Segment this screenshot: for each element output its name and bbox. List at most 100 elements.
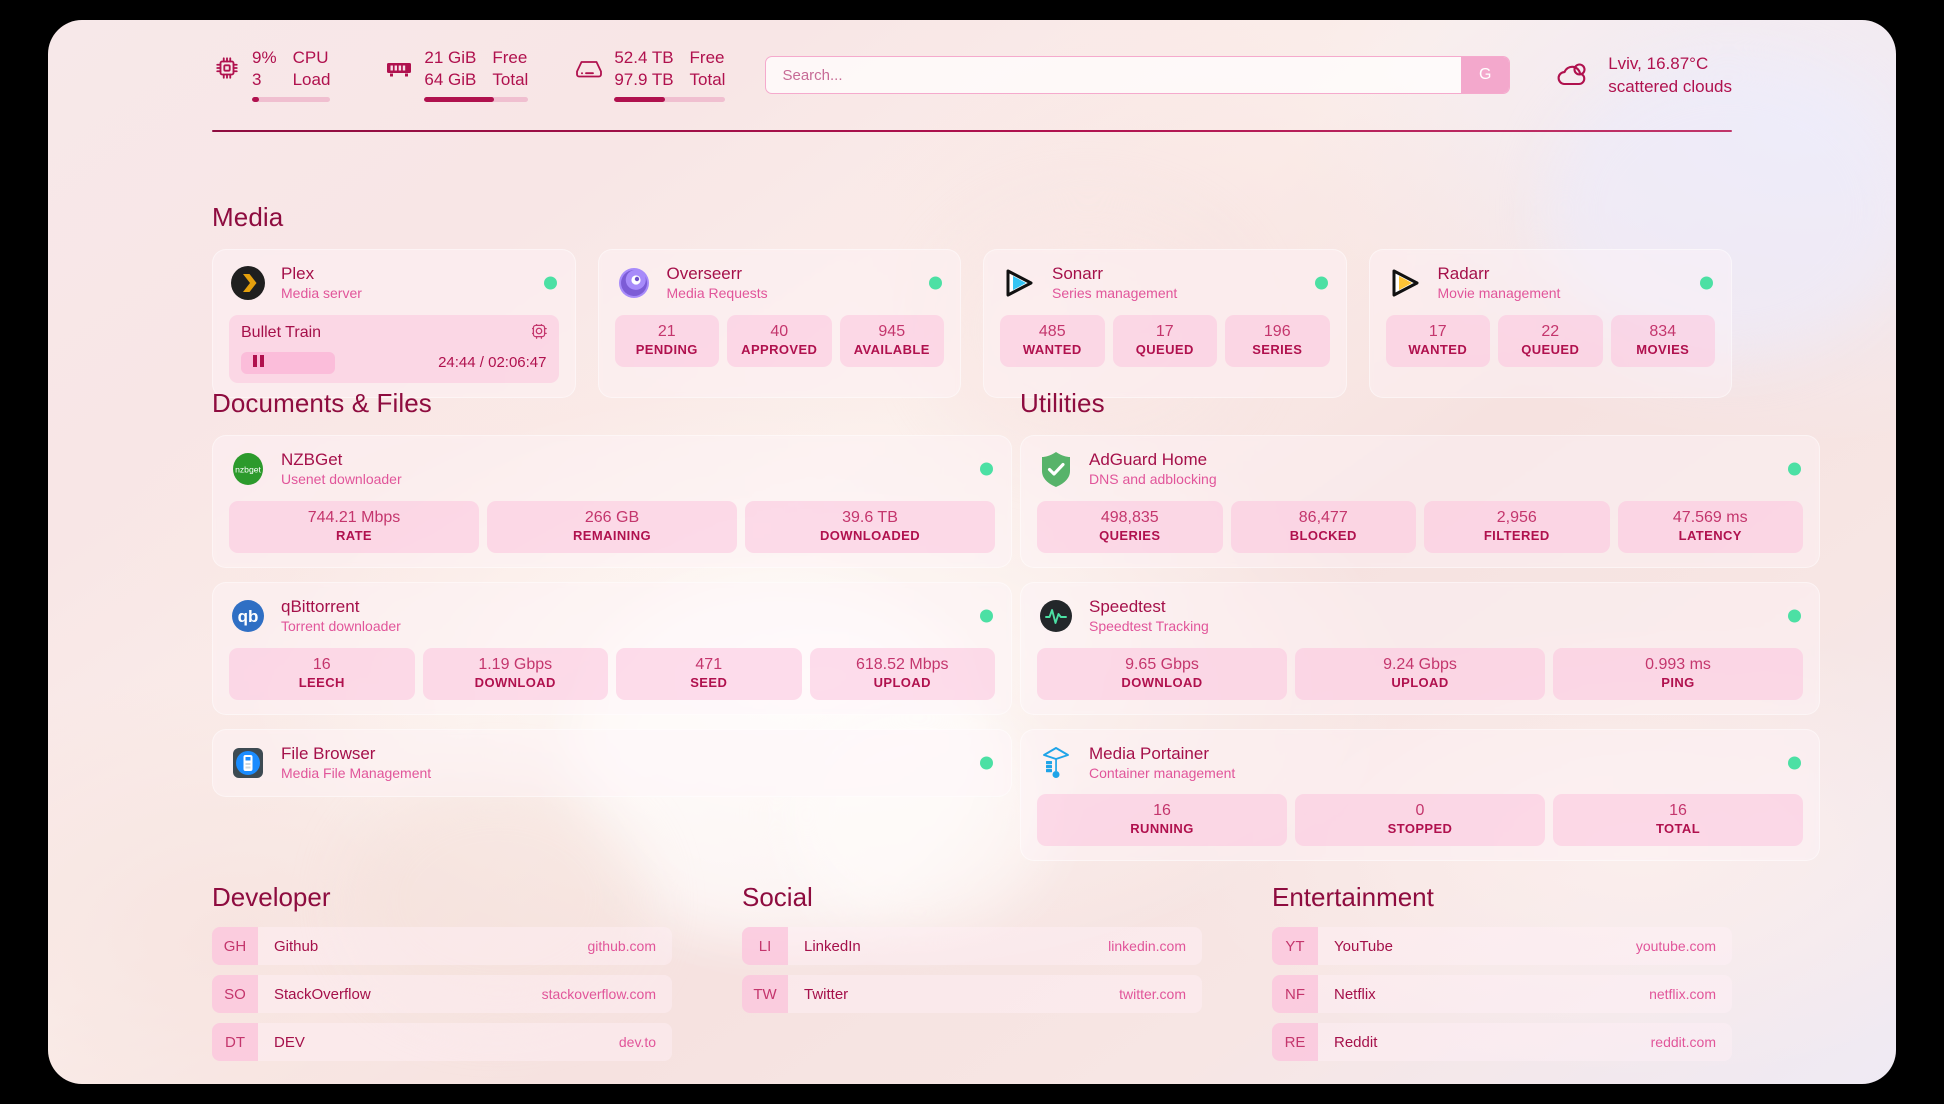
bookmark-item-stackoverflow[interactable]: SO StackOverflow stackoverflow.com bbox=[212, 975, 672, 1013]
stat-value: 744.21 Mbps bbox=[307, 508, 401, 526]
bookmark-badge: DT bbox=[212, 1023, 258, 1061]
stat-value: 16 bbox=[1153, 802, 1171, 820]
memory-label-top: Free bbox=[492, 48, 528, 68]
stat-value: 47.569 ms bbox=[1672, 508, 1748, 526]
stat-value: 471 bbox=[695, 655, 723, 673]
disk-usage-bar bbox=[614, 96, 726, 102]
app-card-adguard[interactable]: AdGuard Home DNS and adblocking 498,835 … bbox=[1020, 435, 1820, 568]
app-card-nzbget[interactable]: nzbget NZBGet Usenet downloader 744.21 M… bbox=[212, 435, 1012, 568]
header-divider bbox=[212, 130, 1732, 132]
status-badge bbox=[1788, 756, 1801, 770]
app-subtitle: Container management bbox=[1089, 764, 1236, 781]
stat-label: UPLOAD bbox=[873, 674, 931, 690]
filebrowser-icon bbox=[229, 744, 267, 782]
bookmark-badge: SO bbox=[212, 975, 258, 1013]
bookmark-label: YouTube bbox=[1334, 937, 1393, 955]
bookmark-url: youtube.com bbox=[1635, 938, 1716, 954]
app-subtitle: Movie management bbox=[1437, 285, 1561, 302]
bookmark-item-github[interactable]: GH Github github.com bbox=[212, 927, 672, 965]
search-engine-button[interactable]: G bbox=[1461, 57, 1510, 93]
sonarr-icon bbox=[1000, 264, 1038, 302]
bookmark-url: netflix.com bbox=[1649, 986, 1716, 1002]
stat-box: 196 SERIES bbox=[1225, 314, 1330, 367]
search-bar[interactable]: G bbox=[765, 56, 1511, 94]
bookmark-label: DEV bbox=[274, 1033, 305, 1051]
nzbget-icon: nzbget bbox=[229, 450, 267, 488]
bookmark-item-twitter[interactable]: TW Twitter twitter.com bbox=[742, 975, 1202, 1013]
app-subtitle: DNS and adblocking bbox=[1089, 471, 1217, 488]
stat-box: 0.993 ms PING bbox=[1553, 647, 1803, 700]
memory-used: 21 GiB bbox=[424, 48, 477, 68]
status-badge bbox=[1314, 276, 1328, 290]
stat-box: 485 WANTED bbox=[1000, 314, 1105, 367]
stat-value: 498,835 bbox=[1100, 508, 1159, 526]
documents-section-title: Documents & Files bbox=[212, 388, 432, 418]
stat-box: 1.19 Gbps DOWNLOAD bbox=[422, 647, 608, 700]
bookmark-item-linkedin[interactable]: LI LinkedIn linkedin.com bbox=[742, 927, 1202, 965]
bookmark-item-netflix[interactable]: NF Netflix netflix.com bbox=[1272, 975, 1732, 1013]
stat-box: 21 PENDING bbox=[614, 314, 719, 367]
bookmark-item-dev[interactable]: DT DEV dev.to bbox=[212, 1023, 672, 1061]
stat-box: 618.52 Mbps UPLOAD bbox=[809, 647, 995, 700]
speedtest-icon bbox=[1037, 597, 1075, 635]
stat-label: DOWNLOAD bbox=[474, 674, 556, 690]
bookmarks-area: Developer GH Github github.com SO StackO… bbox=[212, 882, 1732, 1061]
bookmark-item-youtube[interactable]: YT YouTube youtube.com bbox=[1272, 927, 1732, 965]
stat-box: 744.21 Mbps RATE bbox=[229, 500, 479, 553]
bookmark-item-reddit[interactable]: RE Reddit reddit.com bbox=[1272, 1023, 1732, 1061]
app-card-filebrowser[interactable]: File Browser Media File Management bbox=[212, 728, 1012, 798]
bookmark-url: twitter.com bbox=[1119, 986, 1186, 1002]
search-input[interactable] bbox=[766, 57, 1462, 93]
now-playing-time: 24:44 / 02:06:47 bbox=[438, 354, 547, 372]
documents-section: Documents & Files nzbget NZBGet Usenet d… bbox=[212, 388, 1012, 798]
stat-label: FILTERED bbox=[1483, 527, 1550, 543]
bookmark-group-developer: Developer GH Github github.com SO StackO… bbox=[212, 882, 672, 1061]
stat-label: BLOCKED bbox=[1289, 527, 1357, 543]
status-badge bbox=[929, 276, 942, 290]
stat-label: UPLOAD bbox=[1391, 674, 1449, 690]
plex-icon bbox=[229, 264, 267, 302]
memory-usage-bar bbox=[424, 96, 529, 102]
stat-value: 0 bbox=[1415, 802, 1425, 820]
bookmark-badge: LI bbox=[742, 927, 788, 965]
disk-free: 52.4 TB bbox=[614, 48, 674, 68]
pause-button[interactable] bbox=[241, 351, 335, 374]
bookmark-label: Twitter bbox=[804, 985, 849, 1003]
stat-value: 21 bbox=[657, 322, 676, 340]
memory-label-bottom: Total bbox=[492, 70, 529, 89]
stat-value: 22 bbox=[1541, 322, 1560, 340]
adguard-icon bbox=[1037, 450, 1075, 488]
app-card-plex[interactable]: Plex Media server Bullet Train bbox=[212, 249, 576, 398]
app-card-radarr[interactable]: Radarr Movie management 17 WANTED 22 QUE… bbox=[1368, 249, 1732, 398]
status-badge bbox=[1700, 276, 1713, 290]
status-badge bbox=[543, 276, 557, 290]
bookmark-badge: RE bbox=[1272, 1023, 1318, 1061]
stat-value: 9.24 Gbps bbox=[1383, 655, 1457, 673]
cpu-usage-widget: 9% 3 CPU Load bbox=[212, 48, 331, 102]
stat-label: SEED bbox=[690, 674, 728, 690]
stat-label: WANTED bbox=[1022, 341, 1082, 357]
stat-box: 9.65 Gbps DOWNLOAD bbox=[1037, 647, 1287, 700]
stat-label: QUERIES bbox=[1099, 527, 1161, 543]
bookmark-label: LinkedIn bbox=[804, 937, 861, 955]
qbittorrent-icon: qb bbox=[229, 597, 267, 635]
stat-label: PING bbox=[1661, 674, 1695, 690]
bookmark-label: Netflix bbox=[1334, 985, 1376, 1003]
app-name: File Browser bbox=[281, 743, 376, 763]
app-subtitle: Series management bbox=[1052, 285, 1178, 302]
app-card-sonarr[interactable]: Sonarr Series management 485 WANTED 17 Q… bbox=[983, 249, 1347, 398]
app-card-portainer[interactable]: Media Portainer Container management 16 … bbox=[1020, 728, 1820, 862]
stat-label: APPROVED bbox=[741, 341, 818, 357]
status-badge bbox=[1788, 462, 1801, 476]
app-name: Media Portainer bbox=[1089, 743, 1210, 763]
search-area: G bbox=[765, 56, 1511, 94]
app-card-speedtest[interactable]: Speedtest Speedtest Tracking 9.65 Gbps D… bbox=[1020, 581, 1820, 715]
cast-icon[interactable] bbox=[531, 323, 547, 344]
stat-value: 1.19 Gbps bbox=[478, 655, 553, 673]
weather-location-temp: Lviv, 16.87°C bbox=[1608, 53, 1709, 73]
radarr-icon bbox=[1386, 264, 1424, 302]
app-name: Plex bbox=[281, 264, 315, 283]
app-card-qbittorrent[interactable]: qb qBittorrent Torrent downloader 16 LEE… bbox=[212, 581, 1012, 715]
stat-value: 17 bbox=[1155, 322, 1174, 340]
app-card-overseerr[interactable]: Overseerr Media Requests 21 PENDING 40 A… bbox=[597, 249, 961, 398]
